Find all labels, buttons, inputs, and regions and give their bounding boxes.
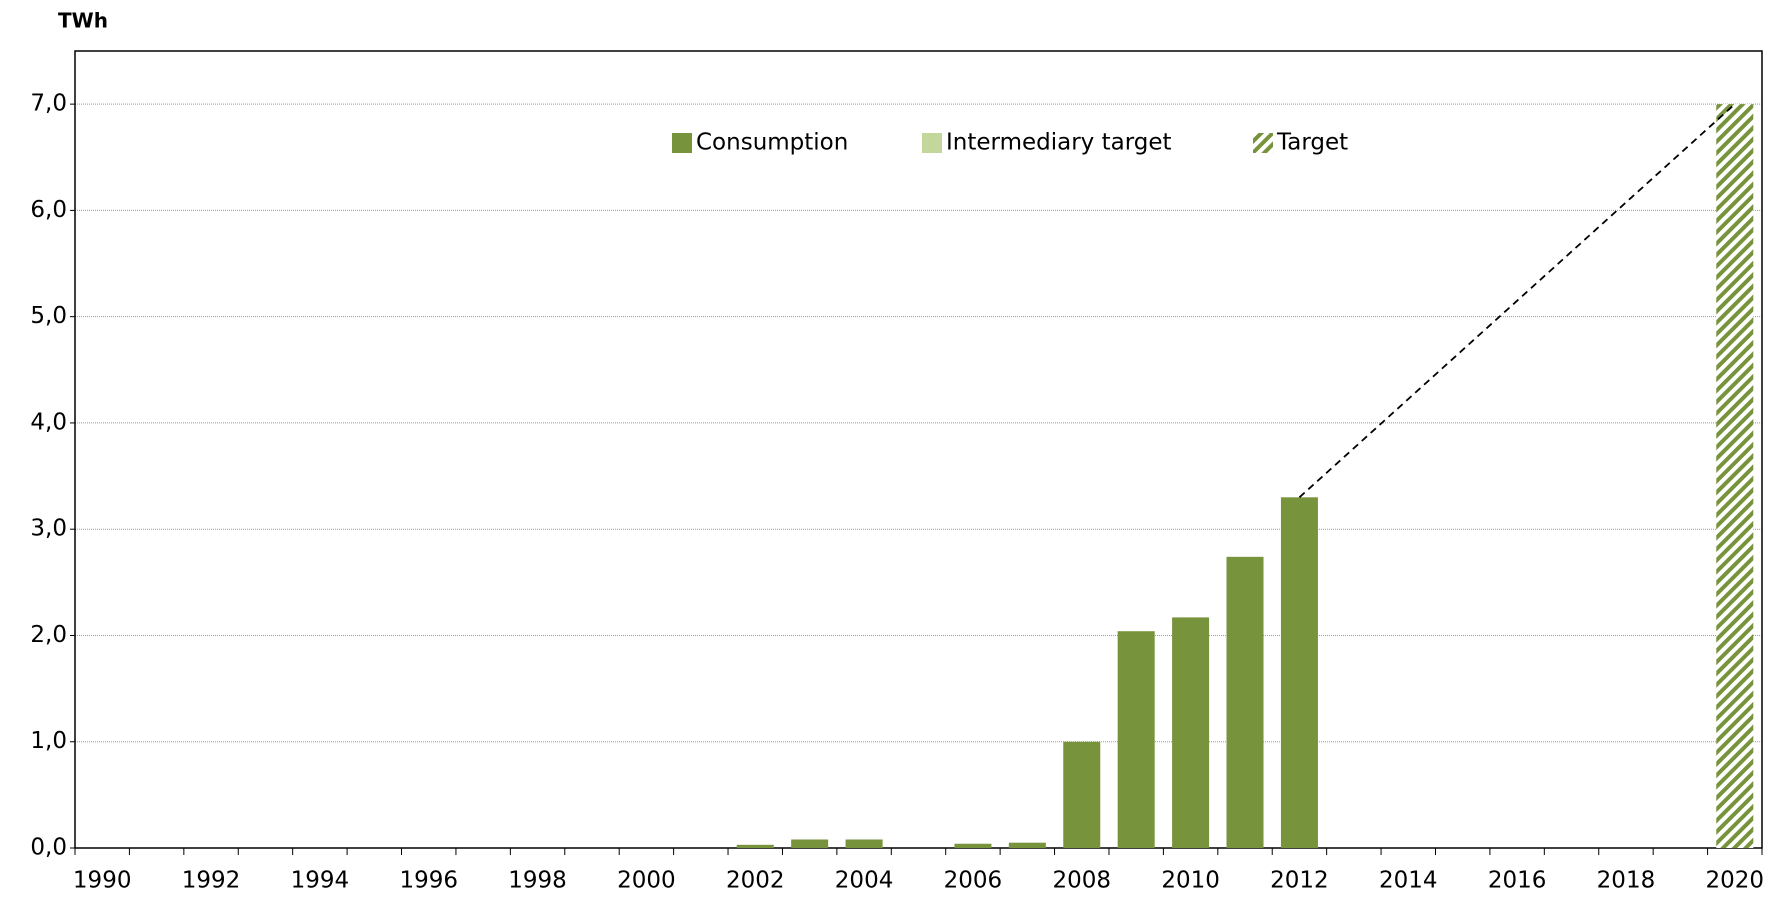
x-tick-label: 2002 (726, 868, 785, 894)
bar (845, 839, 883, 848)
y-tick-label: 0,0 (30, 835, 67, 861)
bar (1226, 556, 1264, 848)
x-tick-label: 2000 (617, 868, 676, 894)
bar (1172, 617, 1210, 848)
plot-frame (74, 50, 1763, 849)
bar (1117, 631, 1155, 848)
x-tick-label: 2014 (1379, 868, 1438, 894)
x-tick-label: 2012 (1270, 868, 1329, 894)
bar (954, 843, 992, 848)
legend-swatch (672, 133, 692, 153)
bar (1063, 741, 1101, 848)
x-tick-label: 1996 (399, 868, 458, 894)
x-tick-label: 2004 (835, 868, 894, 894)
x-tick-label: 1992 (182, 868, 241, 894)
bar (736, 844, 774, 848)
y-tick-label: 2,0 (30, 622, 67, 648)
y-tick-label: 1,0 (30, 728, 67, 754)
bar (1280, 497, 1318, 848)
legend-swatch (1253, 133, 1273, 153)
y-axis-title: TWh (58, 9, 108, 33)
y-tick-label: 6,0 (30, 197, 67, 223)
x-tick-label: 2020 (1706, 868, 1765, 894)
bar (791, 839, 829, 848)
legend-label: Intermediary target (946, 130, 1172, 156)
bar (1008, 842, 1046, 848)
x-tick-label: 2008 (1052, 868, 1111, 894)
y-tick-label: 5,0 (30, 303, 67, 329)
trend-line (1298, 103, 1736, 498)
x-tick-label: 1998 (508, 868, 567, 894)
legend-swatch (922, 133, 942, 153)
x-tick-label: 1990 (73, 868, 132, 894)
x-tick-label: 1994 (291, 868, 350, 894)
legend-label: Target (1276, 130, 1348, 156)
x-tick-label: 2016 (1488, 868, 1547, 894)
x-tick-label: 2018 (1597, 868, 1656, 894)
y-tick-label: 3,0 (30, 516, 67, 542)
x-tick-label: 2010 (1161, 868, 1220, 894)
y-tick-label: 7,0 (30, 91, 67, 117)
y-tick-label: 4,0 (30, 409, 67, 435)
x-tick-label: 2006 (944, 868, 1003, 894)
legend-label: Consumption (696, 130, 848, 156)
bar (1716, 104, 1754, 849)
